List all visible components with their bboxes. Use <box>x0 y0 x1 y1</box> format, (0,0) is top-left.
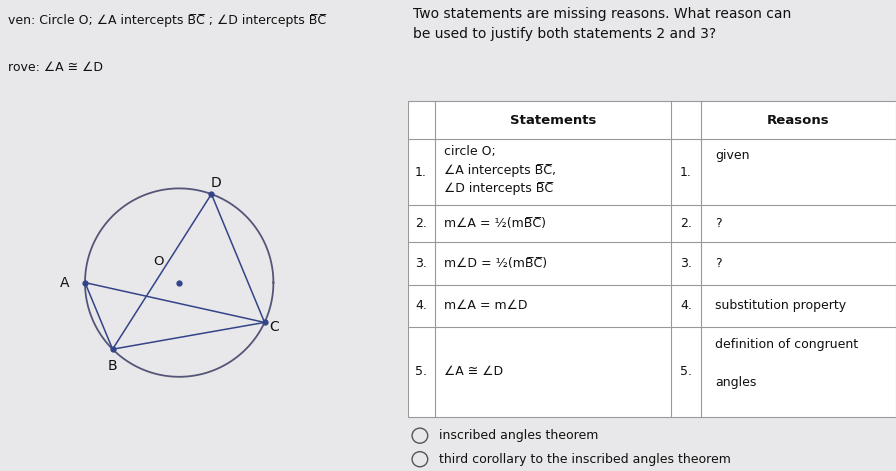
Text: 1.: 1. <box>415 166 427 179</box>
Text: 3.: 3. <box>680 257 692 270</box>
Text: D: D <box>211 176 221 190</box>
Text: 1.: 1. <box>680 166 692 179</box>
Text: circle O;: circle O; <box>444 145 496 158</box>
Text: 4.: 4. <box>415 299 427 312</box>
Text: ∠D intercepts B̅C̅: ∠D intercepts B̅C̅ <box>444 182 554 195</box>
Text: m∠A = m∠D: m∠A = m∠D <box>444 299 528 312</box>
Text: Reasons: Reasons <box>767 114 830 127</box>
Text: 4.: 4. <box>680 299 692 312</box>
Text: ?: ? <box>715 217 722 230</box>
Text: ∠A intercepts B̅C̅,: ∠A intercepts B̅C̅, <box>444 164 556 178</box>
Text: B: B <box>108 359 117 373</box>
Text: ven: Circle O; ∠A intercepts B̅C̅ ; ∠D intercepts B̅C̅: ven: Circle O; ∠A intercepts B̅C̅ ; ∠D i… <box>8 14 326 27</box>
Text: ∠A ≅ ∠D: ∠A ≅ ∠D <box>444 365 504 378</box>
Text: 5.: 5. <box>680 365 692 378</box>
Text: Two statements are missing reasons. What reason can
be used to justify both stat: Two statements are missing reasons. What… <box>412 7 791 41</box>
Text: m∠A = ½(mB̅C̅): m∠A = ½(mB̅C̅) <box>444 217 547 230</box>
Text: A: A <box>59 276 69 290</box>
Text: given: given <box>715 149 750 162</box>
Text: C: C <box>269 320 279 334</box>
Text: 2.: 2. <box>415 217 427 230</box>
Text: third corollary to the inscribed angles theorem: third corollary to the inscribed angles … <box>439 453 731 466</box>
Text: rove: ∠A ≅ ∠D: rove: ∠A ≅ ∠D <box>8 61 103 74</box>
Text: ?: ? <box>715 257 722 270</box>
Text: O: O <box>153 255 164 268</box>
Text: Statements: Statements <box>510 114 596 127</box>
Text: 5.: 5. <box>415 365 427 378</box>
Text: substitution property: substitution property <box>715 299 847 312</box>
Bar <box>408 101 896 417</box>
Text: m∠D = ½(mB̅C̅): m∠D = ½(mB̅C̅) <box>444 257 547 270</box>
Text: 2.: 2. <box>680 217 692 230</box>
Text: 3.: 3. <box>415 257 427 270</box>
Text: definition of congruent: definition of congruent <box>715 338 858 351</box>
Text: inscribed angles theorem: inscribed angles theorem <box>439 429 599 442</box>
Text: angles: angles <box>715 376 757 390</box>
